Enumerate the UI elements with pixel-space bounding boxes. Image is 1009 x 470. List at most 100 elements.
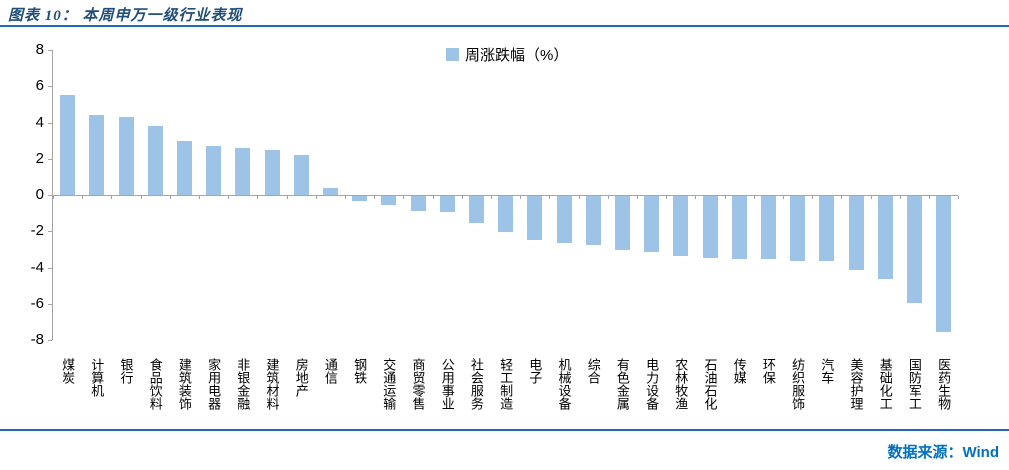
y-axis-tick-label: -4 [30,258,44,276]
x-axis-tick [169,196,171,199]
x-axis-tick [491,196,492,199]
bar [264,149,280,195]
x-axis-tick [53,196,54,199]
bar [498,196,514,233]
x-axis-category-label: 电子 [527,358,543,384]
bar [206,146,222,195]
bar [614,196,630,251]
y-axis-tick-label: 4 [35,113,44,131]
x-axis-category-label: 农林牧渔 [673,358,689,410]
bar [60,95,76,195]
x-axis-tick [812,196,814,199]
x-axis-category-label: 银行 [118,358,134,384]
x-axis-category-label: 综合 [585,358,601,384]
x-axis-tick [958,196,960,199]
figure-title: 图表 10： 本周申万一级行业表现 [8,8,243,24]
bar [235,147,251,195]
bar [877,196,893,280]
footer-divider-line [0,429,1009,431]
bar [848,196,864,271]
y-axis-tick-label: 6 [35,77,44,95]
x-axis-category-label: 传媒 [731,358,747,384]
x-axis-category-label: 非银金融 [235,358,251,410]
x-axis-tick [724,196,726,199]
y-axis-tick [48,303,52,305]
bar [468,196,484,224]
x-axis-category-label: 建筑材料 [264,358,280,410]
bar [819,196,835,262]
x-axis-tick [140,196,142,199]
title-divider-line [0,25,1009,27]
y-axis-tick [48,122,52,124]
bar [527,196,543,240]
x-axis-tick [578,196,580,199]
bar [352,196,368,202]
x-axis-tick [929,196,930,199]
x-axis-tick [286,196,288,199]
x-axis-category-label: 电力设备 [644,358,660,410]
bar [731,196,747,260]
x-axis-category-label: 环保 [760,358,776,384]
y-axis-line [52,50,53,340]
x-axis-category-label: 医药生物 [936,358,952,410]
bar [936,196,952,332]
x-axis-tick [257,196,259,199]
y-axis-tick-label: 2 [35,149,44,167]
x-axis-category-label: 家用电器 [206,358,222,410]
y-axis-tick [48,158,52,160]
x-axis-tick [432,196,434,199]
bar [293,155,309,195]
x-axis-category-label: 交通运输 [381,358,397,410]
bar [439,196,455,213]
bar [147,126,163,195]
x-axis-tick [637,196,638,199]
x-axis-category-label: 煤炭 [60,358,76,384]
x-axis-tick [666,196,668,199]
y-axis-tick [48,340,52,341]
x-axis-tick [870,196,872,199]
bar [381,196,397,206]
bar [702,196,718,258]
bar [760,196,776,260]
x-axis-tick [374,196,376,199]
bar [322,187,338,195]
x-axis-tick [315,196,317,199]
x-axis-category-label: 食品饮料 [147,358,163,410]
bar [644,196,660,253]
x-axis-category-label: 石油石化 [702,358,718,410]
x-axis-category-label: 钢铁 [352,358,368,384]
y-axis-tick [48,231,52,233]
bar [673,196,689,256]
bar [118,117,134,195]
y-axis-tick [48,195,52,196]
x-axis-tick [549,196,551,199]
x-axis-category-label: 房地产 [293,358,309,397]
x-axis-category-label: 汽车 [819,358,835,384]
legend-swatch-icon [446,48,459,61]
bar [585,196,601,245]
x-axis-category-label: 美容护理 [848,358,864,410]
x-axis-category-label: 社会服务 [468,358,484,410]
x-axis-tick [695,196,697,199]
x-axis-tick [461,196,463,199]
x-axis-tick [783,196,784,199]
bar [89,115,105,195]
y-axis-tick [48,86,52,88]
x-axis-tick [345,196,346,199]
x-axis-category-label: 公用事业 [439,358,455,410]
x-axis-category-label: 建筑装饰 [176,358,192,410]
x-axis-tick [607,196,609,199]
x-axis-category-label: 通信 [322,358,338,384]
chart-legend: 周涨跌幅（%） [446,44,568,65]
x-axis-tick [111,196,113,199]
x-axis-tick [82,196,84,199]
y-axis-tick [48,267,52,269]
x-axis-category-label: 计算机 [89,358,105,397]
bar [556,196,572,244]
y-axis-tick [48,50,52,51]
x-axis-tick [753,196,755,199]
x-axis-category-label: 基础化工 [877,358,893,410]
x-axis-category-label: 轻工制造 [498,358,514,410]
bar [176,140,192,195]
